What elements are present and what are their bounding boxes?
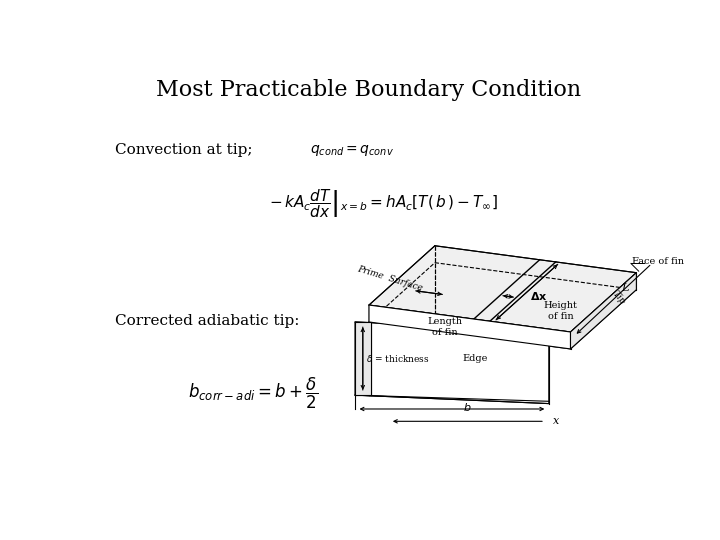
Text: $b_{corr-adi} = b+\dfrac{\delta}{2}$: $b_{corr-adi} = b+\dfrac{\delta}{2}$ xyxy=(188,376,318,411)
Polygon shape xyxy=(355,322,549,403)
Text: Most Practicable Boundary Condition: Most Practicable Boundary Condition xyxy=(156,79,582,102)
Text: Length
of fin: Length of fin xyxy=(428,318,462,336)
Text: $b$: $b$ xyxy=(463,401,472,414)
Text: Face of fin: Face of fin xyxy=(632,256,685,266)
Text: Height
of fin: Height of fin xyxy=(544,301,577,321)
Text: Corrected adiabatic tip:: Corrected adiabatic tip: xyxy=(115,314,300,328)
Text: $-\,kA_c\left.\dfrac{dT}{dx}\right|_{x=b} = hA_c\left[T(\,b\,)-T_{\infty}\right]: $-\,kA_c\left.\dfrac{dT}{dx}\right|_{x=b… xyxy=(269,188,498,220)
Polygon shape xyxy=(369,246,636,332)
Text: x: x xyxy=(553,416,559,426)
Text: Tip: Tip xyxy=(611,289,627,307)
Text: Edge: Edge xyxy=(462,354,488,363)
Polygon shape xyxy=(355,322,371,395)
Text: L: L xyxy=(621,283,629,293)
Polygon shape xyxy=(570,273,636,349)
Text: $\delta$ = thickness: $\delta$ = thickness xyxy=(366,353,429,363)
Text: $q_{cond} = q_{conv}$: $q_{cond} = q_{conv}$ xyxy=(310,143,395,158)
Text: $\mathbf{\Delta x}$: $\mathbf{\Delta x}$ xyxy=(530,290,548,302)
Text: Prime  Surface: Prime Surface xyxy=(356,265,424,293)
Polygon shape xyxy=(369,305,570,349)
Text: Convection at tip;: Convection at tip; xyxy=(115,143,253,157)
